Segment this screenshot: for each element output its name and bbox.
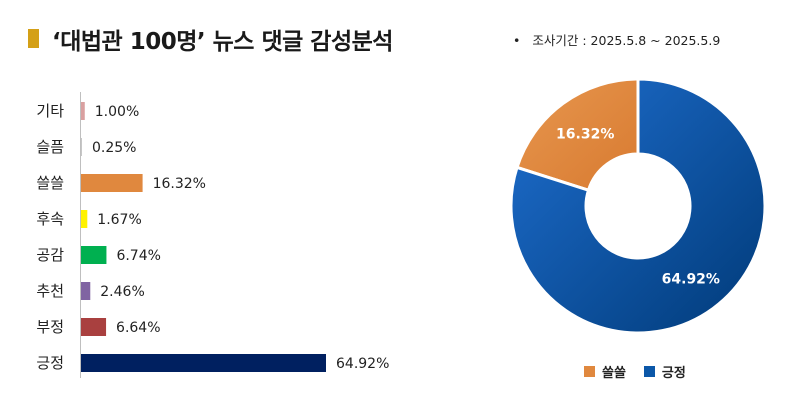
category-label: 부정 [36, 318, 64, 336]
survey-period: • 조사기간 : 2025.5.8 ~ 2025.5.9 [513, 30, 720, 49]
legend-swatch [643, 366, 655, 377]
bar [81, 138, 82, 156]
donut-slice [515, 77, 640, 193]
bar-value-label: 16.32% [153, 176, 206, 192]
category-label: 기타 [36, 102, 64, 120]
bar-value-label: 1.00% [95, 104, 139, 120]
bar-value-label: 6.74% [116, 248, 160, 264]
category-label: 쓸쓸 [36, 174, 64, 192]
legend-item: 쓸쓸 [584, 362, 626, 381]
bar-value-label: 2.46% [100, 284, 144, 300]
legend-label: 쓸쓸 [602, 366, 626, 381]
title-marker [28, 29, 39, 48]
donut-slice [509, 77, 767, 335]
legend-item: 긍정 [643, 362, 686, 381]
category-label: 후속 [36, 210, 64, 228]
period-text: 조사기간 : 2025.5.8 ~ 2025.5.9 [532, 33, 721, 48]
period-bullet: • [513, 33, 521, 48]
bar [81, 102, 85, 120]
bar-chart: 기타 1.00% 슬픔 0.25% 쓸쓸 16.32% 후속 1.67% 공감 6.74% 추천 2.… [36, 92, 389, 378]
bar [81, 246, 107, 264]
slice-value-label: 64.92% [662, 271, 720, 287]
category-label: 추천 [36, 282, 64, 300]
bar [81, 318, 107, 336]
category-label: 공감 [36, 246, 64, 264]
legend-swatch [584, 366, 595, 377]
bar [81, 174, 143, 192]
bar-value-label: 6.64% [116, 320, 160, 336]
slice-value-label: 16.32% [556, 127, 614, 143]
bar [81, 282, 91, 300]
bar-value-label: 1.67% [97, 212, 141, 228]
bar-value-label: 64.92% [336, 356, 389, 372]
chart-title: ‘대법관 100명’ 뉴스 댓글 감성분석 [52, 29, 393, 55]
bar-value-label: 0.25% [92, 140, 136, 156]
donut-legend: 쓸쓸 긍정 [584, 362, 704, 381]
legend-label: 긍정 [661, 366, 686, 381]
bar [81, 354, 326, 372]
bar [81, 210, 88, 228]
category-label: 긍정 [36, 354, 64, 372]
category-label: 슬픔 [36, 138, 64, 156]
